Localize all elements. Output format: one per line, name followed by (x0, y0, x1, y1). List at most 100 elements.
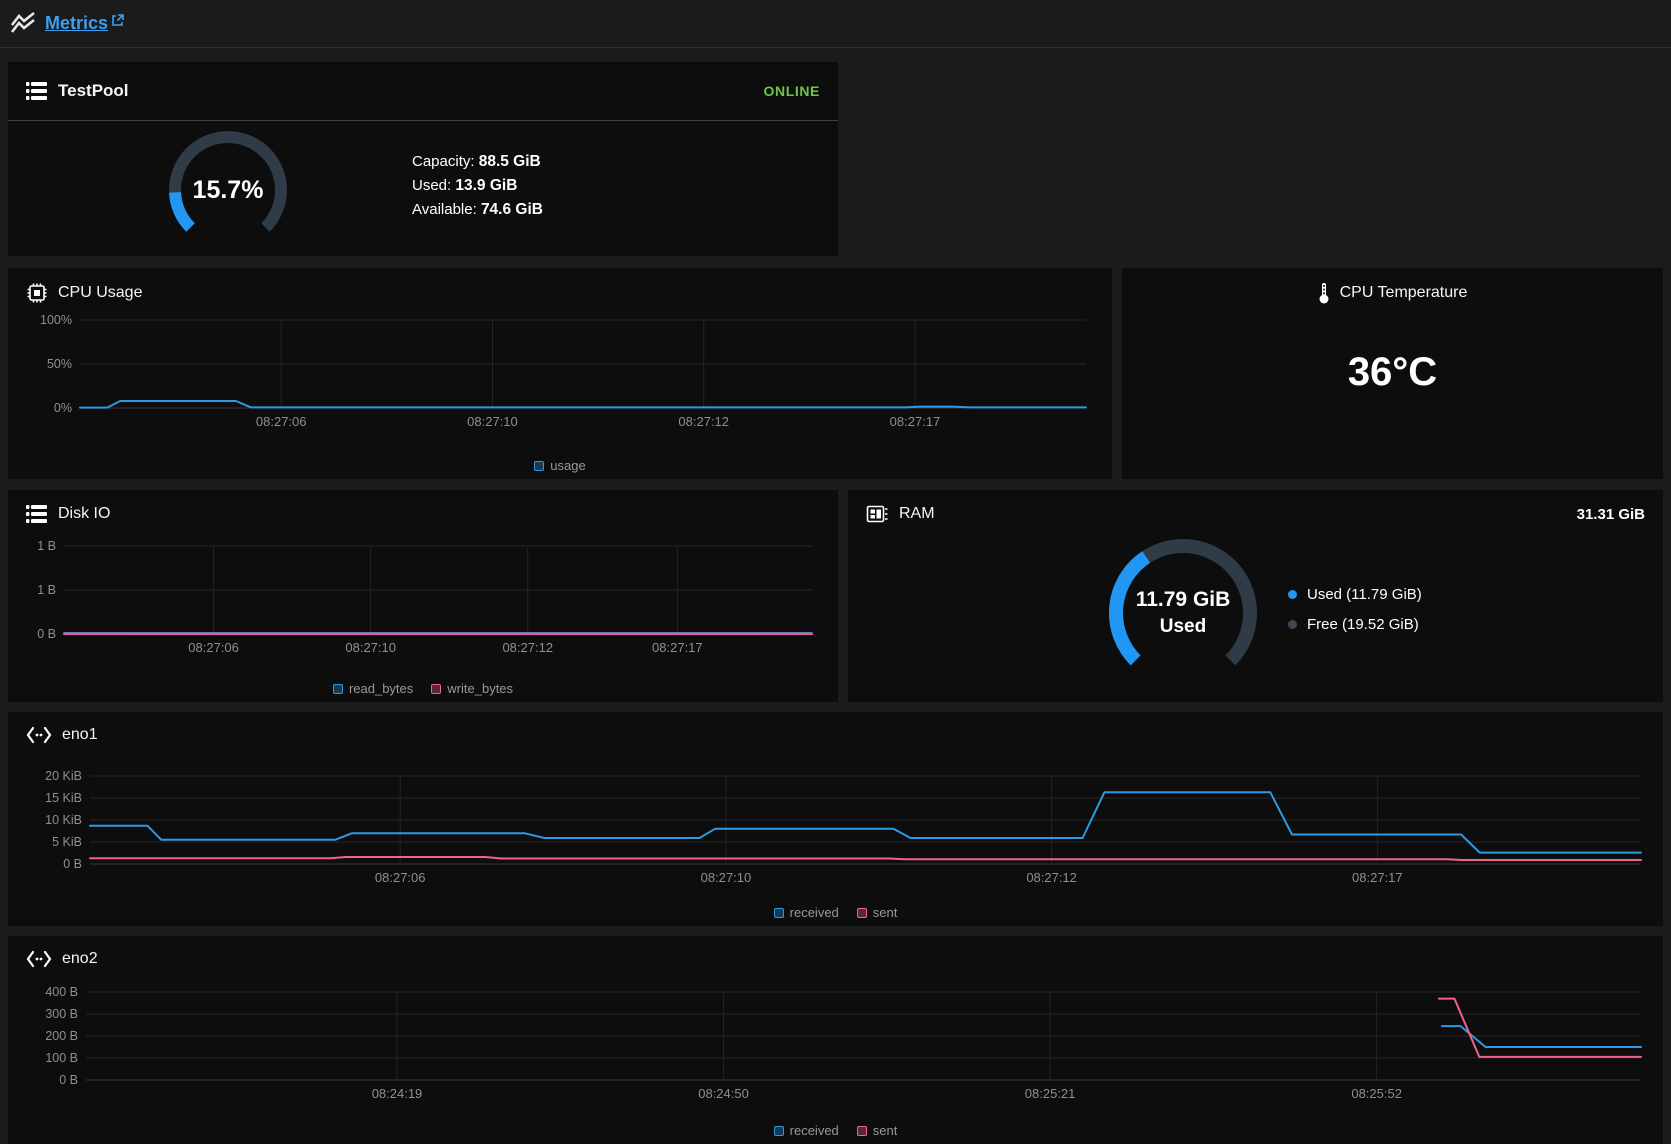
ram-gauge-used-amount: 11.79 GiB (1135, 588, 1231, 611)
ram-card: RAM 31.31 GiB 11.79 GiB Used Used (11.79… (848, 490, 1663, 702)
cpu-temperature-value: 36°C (1347, 350, 1438, 394)
x-tick-label: 08:27:10 (467, 414, 518, 429)
ram-title: RAM (899, 505, 935, 522)
pool-gauge-percent: 15.7% (192, 175, 264, 204)
eno1-legend: received sent (8, 905, 1663, 920)
x-tick-label: 08:27:12 (1026, 870, 1077, 885)
eno2-plot: 400 B 300 B 200 B 100 B 0 B 08:24:19 08:24:50 0… (45, 985, 1642, 1101)
pool-used-label: Used: (412, 177, 456, 194)
network-interface-icon (26, 726, 52, 744)
pool-available-value: 74.6 GiB (480, 201, 543, 218)
thermometer-icon (1318, 282, 1330, 304)
legend-swatch (856, 907, 867, 918)
cpu-usage-legend: usage (8, 458, 1112, 473)
x-tick-label: 08:27:10 (701, 870, 752, 885)
y-tick-label: 200 B (45, 1029, 78, 1043)
metrics-link[interactable]: Metrics (45, 13, 125, 34)
disk-io-card: Disk IO 1 B 1 B 0 B 08:27:06 08:27:10 08:27:1… (8, 490, 838, 702)
legend-item-sent[interactable]: sent (856, 905, 898, 920)
pool-status-badge: ONLINE (763, 83, 820, 99)
x-tick-label: 08:27:17 (652, 640, 703, 655)
y-tick-label: 1 B (37, 540, 56, 553)
gauge-arc (1109, 539, 1257, 666)
cpu-usage-title: CPU Usage (58, 284, 143, 301)
legend-label: sent (872, 905, 898, 920)
external-link-icon[interactable] (111, 13, 125, 27)
ram-legend-dot (1288, 620, 1297, 629)
x-tick-label: 08:27:06 (188, 640, 239, 655)
eno1-title: eno1 (62, 726, 98, 743)
eno2-card: eno2 400 B 300 B 200 B 100 B 0 B 08:24:19 08:2… (8, 936, 1663, 1144)
y-tick-label: 10 KiB (45, 813, 82, 827)
x-tick-label: 08:27:10 (345, 640, 396, 655)
x-tick-label: 08:27:17 (1352, 870, 1403, 885)
legend-item-received[interactable]: received (773, 905, 839, 920)
legend-item-sent[interactable]: sent (856, 1123, 898, 1138)
legend-label: write_bytes (447, 681, 514, 696)
legend-label: received (789, 905, 839, 920)
x-tick-label: 08:27:12 (502, 640, 553, 655)
disk-io-chart: 1 B 1 B 0 B 08:27:06 08:27:10 08:27:12 08:27:1… (20, 539, 826, 660)
y-tick-label: 100 B (45, 1051, 78, 1065)
pool-available-row: Available: 74.6 GiB (412, 198, 543, 222)
legend-item-usage[interactable]: usage (534, 458, 586, 473)
pool-card: TestPool ONLINE 15.7% Capacity: 88.5 GiB… (8, 62, 838, 256)
legend-item-received[interactable]: received (773, 1123, 839, 1138)
x-tick-label: 08:24:50 (698, 1086, 749, 1101)
legend-swatch (534, 460, 545, 471)
cpu-temperature-title: CPU Temperature (1339, 284, 1468, 301)
eno1-series-sent (89, 856, 1642, 861)
x-tick-label: 08:25:21 (1025, 1086, 1076, 1101)
eno2-series-received (1441, 1025, 1642, 1048)
eno1-series-received (89, 791, 1642, 854)
pool-capacity-label: Capacity: (412, 153, 479, 170)
x-tick-label: 08:27:06 (256, 414, 307, 429)
pool-capacity-row: Capacity: 88.5 GiB (412, 150, 543, 174)
eno1-header: eno1 (8, 712, 1663, 744)
gauge-arc (169, 131, 287, 232)
pool-card-header: TestPool ONLINE (8, 62, 838, 121)
legend-item-write_bytes[interactable]: write_bytes (431, 681, 513, 696)
legend-swatch (773, 1125, 784, 1136)
pool-available-label: Available: (412, 201, 481, 218)
y-tick-label: 0% (54, 401, 72, 415)
ram-legend: Used (11.79 GiB) Free (19.52 GiB) (1288, 586, 1422, 646)
y-tick-label: 20 KiB (45, 770, 82, 783)
ram-legend-dot (1288, 590, 1297, 599)
y-tick-label: 400 B (45, 986, 78, 999)
x-tick-label: 08:25:52 (1351, 1086, 1402, 1101)
legend-swatch (856, 1125, 867, 1136)
metrics-link-label: Metrics (45, 13, 109, 33)
y-tick-label: 50% (47, 357, 72, 371)
legend-label: sent (872, 1123, 898, 1138)
eno1-plot: 20 KiB 15 KiB 10 KiB 5 KiB 0 B 08:27:06 08:27:… (45, 769, 1642, 885)
ram-card-header: RAM 31.31 GiB (848, 490, 1663, 524)
pool-used-row: Used: 13.9 GiB (412, 174, 543, 198)
cpu-temperature-card: CPU Temperature 36°C (1122, 268, 1663, 479)
eno2-chart: 400 B 300 B 200 B 100 B 0 B 08:24:19 08:24:50 0… (20, 985, 1655, 1106)
x-tick-label: 08:24:19 (372, 1086, 423, 1101)
legend-label: received (789, 1123, 839, 1138)
ram-legend-label: Used (11.79 GiB) (1307, 586, 1422, 603)
disk-io-header: Disk IO (8, 490, 838, 524)
legend-label: usage (550, 458, 586, 473)
y-tick-label: 1 B (37, 583, 56, 597)
legend-label: read_bytes (348, 681, 414, 696)
disk-io-legend: read_bytes write_bytes (8, 681, 838, 696)
pool-usage-gauge: 15.7% (168, 130, 288, 250)
ram-legend-label: Free (19.52 GiB) (1307, 616, 1419, 633)
top-bar: Metrics (0, 0, 1671, 48)
ram-total-value: 31.31 GiB (1576, 505, 1645, 523)
cpu-series-usage (79, 400, 1087, 409)
x-tick-label: 08:27:12 (678, 414, 729, 429)
ram-gauge-used-word: Used (1159, 616, 1207, 637)
cpu-plot: 100% 50% 0% 08:27:06 08:27:10 08:27:12 08:27:1… (40, 313, 1087, 429)
y-tick-label: 100% (40, 314, 72, 327)
ram-legend-item: Used (11.79 GiB) (1288, 586, 1422, 603)
legend-item-read_bytes[interactable]: read_bytes (332, 681, 414, 696)
cpu-usage-chart: 100% 50% 0% 08:27:06 08:27:10 08:27:12 08:27:1… (20, 313, 1100, 434)
disk-plot: 1 B 1 B 0 B 08:27:06 08:27:10 08:27:12 08:27:1… (37, 539, 813, 655)
legend-swatch (773, 907, 784, 918)
y-tick-label: 300 B (45, 1007, 78, 1021)
